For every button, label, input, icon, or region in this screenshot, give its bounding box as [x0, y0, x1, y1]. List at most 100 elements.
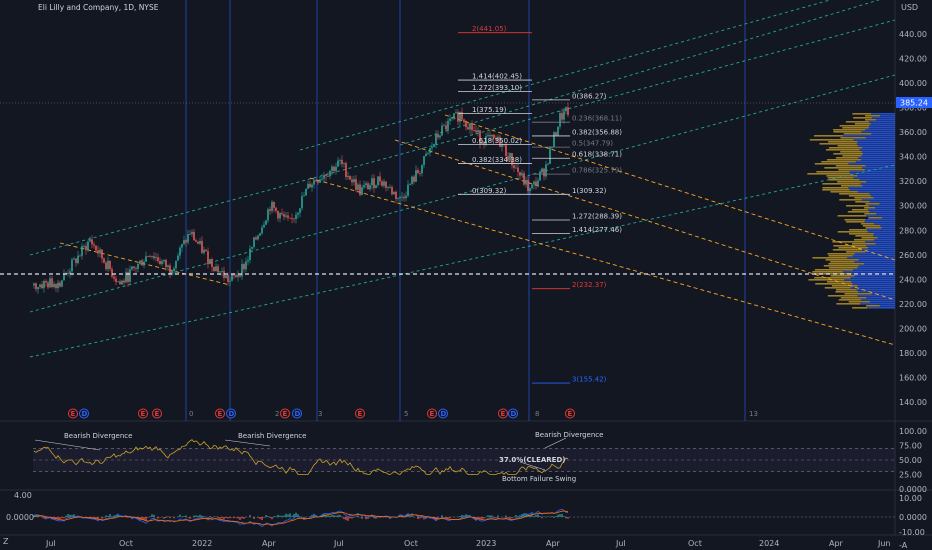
candle-body: [283, 214, 285, 217]
candle-body: [365, 183, 367, 186]
volume-bar-down: [854, 197, 874, 199]
volume-bar-down: [848, 233, 874, 235]
candle-body: [431, 146, 433, 149]
candle-body: [385, 181, 387, 188]
candle-body: [343, 163, 345, 164]
macd-histogram-bar: [547, 516, 549, 517]
candle-body: [195, 240, 197, 242]
fib-level-label: 0.618(338.71): [572, 151, 622, 159]
dividend-marker[interactable]: D: [438, 408, 448, 419]
earnings-marker[interactable]: E: [68, 408, 78, 419]
candle-body: [459, 112, 461, 122]
dividend-marker[interactable]: D: [292, 408, 302, 419]
candle-body: [51, 278, 53, 288]
macd-histogram-bar: [551, 515, 553, 517]
candle-body: [217, 266, 219, 273]
volume-bar-up: [852, 283, 895, 285]
macd-histogram-bar: [61, 517, 63, 519]
candle-body: [97, 250, 99, 254]
volume-bar-up: [873, 197, 895, 199]
volume-bar-up: [873, 235, 895, 237]
macd-histogram-bar: [561, 513, 563, 517]
volume-bar-up: [866, 181, 895, 183]
candle-body: [525, 179, 527, 185]
candle-body: [225, 275, 227, 278]
last-price-badge: [896, 97, 932, 108]
earnings-marker[interactable]: E: [152, 408, 162, 419]
macd-histogram-bar: [557, 514, 559, 517]
candle-body: [479, 130, 481, 145]
candle-body: [405, 195, 407, 199]
time-axis[interactable]: Jul Oct 2022 Apr Jul Oct 2023 Apr Jul Oct 2024 Apr J…: [45, 539, 891, 548]
candle-body: [475, 130, 477, 133]
volume-bar-down: [826, 149, 860, 151]
volume-bar-up: [860, 299, 895, 301]
candle-body: [483, 141, 485, 145]
candle-body: [377, 176, 379, 186]
earnings-marker[interactable]: E: [280, 408, 290, 419]
macd-histogram-bar: [173, 517, 175, 519]
candle-body: [361, 187, 363, 195]
volume-bar-up: [860, 303, 895, 305]
candle-body: [565, 107, 567, 112]
volume-bar-down: [853, 117, 872, 119]
volume-bar-up: [848, 163, 895, 165]
channel-line: [29, 19, 896, 256]
candle-body: [527, 179, 529, 192]
candle-body: [149, 256, 151, 258]
macd-histogram-bar: [269, 517, 271, 518]
macd-histogram-bar: [241, 517, 243, 519]
time-tick-label: Jul: [333, 539, 344, 548]
macd-histogram-bar: [445, 517, 447, 519]
volume-bar-down: [848, 195, 871, 197]
candle-body: [429, 148, 431, 153]
macd-histogram-bar: [235, 517, 237, 518]
dividend-marker[interactable]: D: [508, 408, 518, 419]
candle-body: [275, 207, 277, 211]
candle-body: [123, 280, 125, 283]
price-axis[interactable]: 440.00 420.00 400.00 380.00 360.00 340.00 320.…: [899, 30, 927, 550]
volume-bar-down: [847, 211, 870, 213]
earnings-marker[interactable]: E: [427, 408, 437, 419]
candle-body: [101, 249, 103, 259]
candle-body: [363, 185, 365, 188]
candle-body: [39, 284, 41, 288]
volume-bar-up: [857, 141, 895, 143]
macd-histogram-bar: [263, 517, 265, 518]
volume-bar-down: [830, 275, 855, 277]
macd-histogram-bar: [375, 517, 377, 519]
corner-label[interactable]: Z: [3, 537, 9, 546]
macd-histogram-bar: [539, 516, 541, 517]
price-tick-label: 240.00: [899, 275, 927, 284]
volume-bar-down: [814, 277, 851, 279]
volume-bar-up: [865, 219, 895, 221]
candle-body: [293, 218, 295, 220]
dividend-marker[interactable]: D: [226, 408, 236, 419]
macd-tick-label: 10.00: [899, 494, 922, 503]
dividend-marker[interactable]: D: [79, 408, 89, 419]
candle-body: [439, 135, 441, 138]
candle-body: [543, 168, 545, 177]
candle-body: [65, 272, 67, 274]
earnings-marker[interactable]: E: [498, 408, 508, 419]
macd-histogram-bar: [277, 514, 279, 517]
candle-body: [555, 132, 557, 136]
volume-bar-up: [857, 267, 895, 269]
event-marker-shape: [68, 408, 78, 419]
fib-level-label: 1(309.32): [572, 187, 607, 195]
volume-bar-up: [871, 133, 895, 135]
macd-histogram-bar: [543, 516, 545, 517]
volume-bar-down: [848, 301, 871, 303]
earnings-marker[interactable]: E: [138, 408, 148, 419]
earnings-marker[interactable]: E: [355, 408, 365, 419]
event-marker-text: E: [283, 410, 288, 418]
earnings-marker[interactable]: E: [565, 408, 575, 419]
volume-bar-up: [859, 179, 895, 181]
macd-histogram-bar: [565, 517, 567, 519]
candle-body: [231, 274, 233, 281]
macd-histogram-bar: [217, 517, 219, 519]
candle-body: [301, 196, 303, 209]
earnings-marker[interactable]: E: [215, 408, 225, 419]
